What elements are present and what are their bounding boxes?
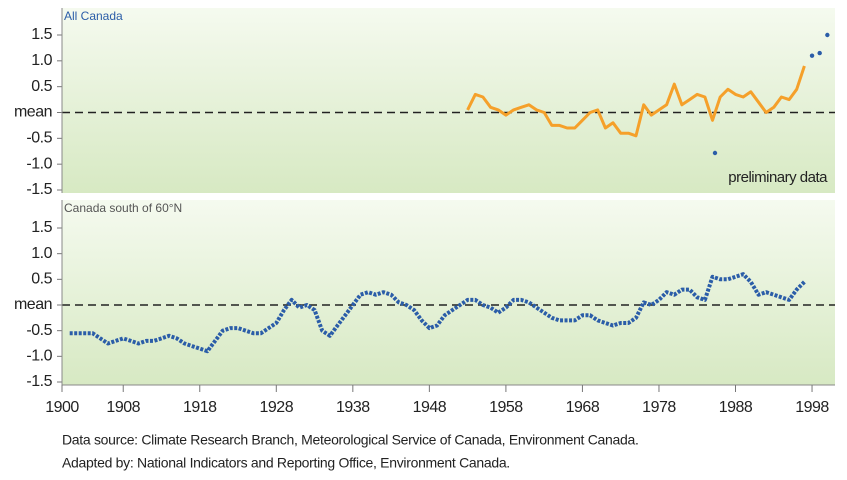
x-tick-label: 1958 — [489, 399, 523, 416]
legend-swatch — [712, 150, 718, 156]
y-tick-label: -1.0 — [26, 155, 52, 172]
legend-label: preliminary data — [728, 169, 828, 186]
data-line — [466, 65, 806, 138]
y-tick-label: 1.5 — [31, 26, 52, 43]
panel-background — [62, 200, 835, 385]
y-tick-label: 1.5 — [31, 219, 52, 236]
x-tick-label: 1968 — [566, 399, 600, 416]
x-tick-label: 1918 — [183, 399, 217, 416]
data-point — [817, 50, 822, 56]
y-tick-label: 1.0 — [31, 245, 52, 262]
x-tick-label: 1900 — [45, 399, 79, 416]
data-point — [825, 32, 830, 38]
y-tick-label: -1.0 — [26, 348, 52, 365]
data-point — [809, 53, 815, 58]
y-tick-label: -1.5 — [26, 181, 52, 198]
y-tick-label: 1.0 — [31, 52, 52, 69]
x-tick-label: 1948 — [413, 399, 447, 416]
x-tick-label: 1978 — [642, 399, 676, 416]
panel-title: All Canada — [64, 9, 123, 23]
y-tick-label: mean — [14, 104, 52, 121]
x-tick-label: 1908 — [106, 399, 140, 416]
footer-source: Data source: Climate Research Branch, Me… — [62, 432, 639, 448]
y-tick-label: -1.5 — [26, 373, 52, 390]
y-tick-label: mean — [14, 296, 52, 313]
y-tick-label: 0.5 — [31, 78, 52, 95]
y-tick-label: -0.5 — [26, 130, 52, 147]
x-tick-label: 1928 — [260, 399, 294, 416]
data-line — [69, 272, 806, 354]
x-tick-label: 1998 — [795, 399, 829, 416]
panel-title: Canada south of 60°N — [64, 201, 182, 215]
x-tick-label: 1938 — [336, 399, 370, 416]
y-tick-label: 0.5 — [31, 271, 52, 288]
footer-adapted: Adapted by: National Indicators and Repo… — [62, 455, 510, 471]
x-tick-label: 1988 — [719, 399, 753, 416]
y-tick-label: -0.5 — [26, 322, 52, 339]
